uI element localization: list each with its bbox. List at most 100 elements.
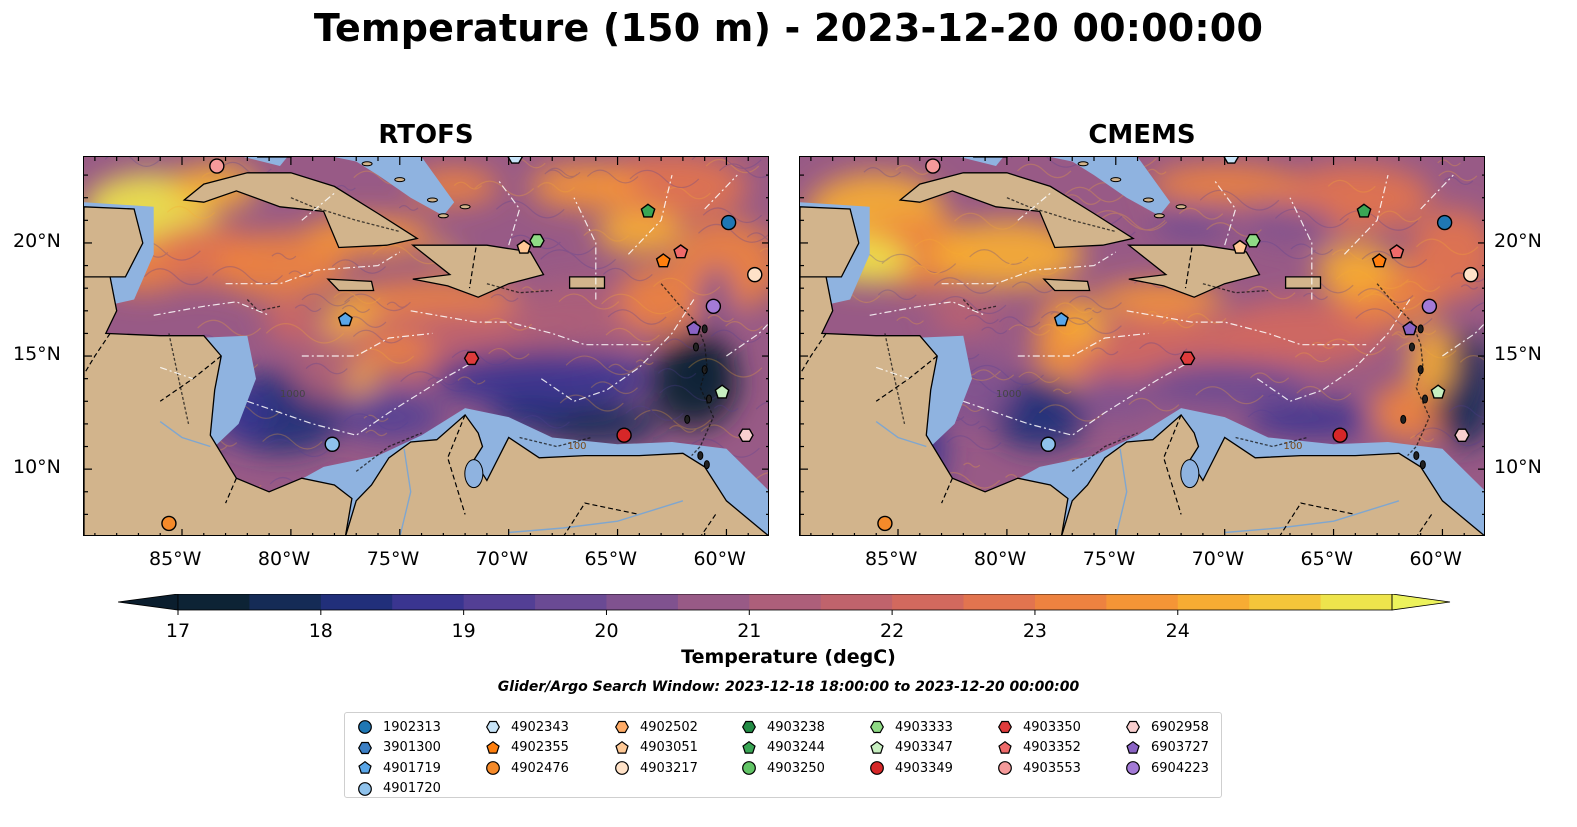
- circle-marker-icon: [615, 761, 629, 775]
- colorbar-segment: [178, 594, 250, 610]
- colorbar-segment: [677, 594, 750, 610]
- legend-label: 6902958: [1151, 719, 1209, 735]
- lat-tick-label-right-0: 20°N: [1494, 229, 1542, 252]
- pentagon-marker-icon: [870, 740, 884, 754]
- float-marker-4903051: [516, 239, 532, 254]
- isobath-label-100: 100: [567, 441, 586, 452]
- legend-label: 4903553: [1023, 760, 1081, 776]
- circle-marker-icon: [870, 761, 884, 775]
- float-marker-4902355: [1371, 253, 1387, 268]
- colorbar-segment: [320, 594, 393, 610]
- lon-tick-label-1-2: 75°W: [1082, 548, 1136, 570]
- isobath-label-1000: 1000: [280, 389, 305, 400]
- hexagon-marker-icon: [870, 720, 884, 734]
- legend-item-4903350: 4903350: [997, 717, 1081, 737]
- colorbar-segment: [535, 594, 607, 610]
- cmems-map-panel: 1000 100: [799, 156, 1485, 536]
- legend-box: 1902313 3901300 4901719 4901720 4902343 49023…: [344, 712, 1222, 798]
- figure-title: Temperature (150 m) - 2023-12-20 00:00:0…: [313, 6, 1264, 50]
- legend-item-4902355: 4902355: [485, 738, 569, 758]
- legend-label: 6903727: [1151, 740, 1209, 755]
- lon-tick-label-1-5: 60°W: [1409, 548, 1462, 570]
- legend-item-6902958: 6902958: [1125, 717, 1209, 737]
- float-marker-4903349: [1332, 427, 1348, 443]
- colorbar-segment: [820, 594, 893, 610]
- legend-item-4903244: 4903244: [741, 738, 825, 758]
- legend-item-4902343: 4902343: [485, 717, 569, 737]
- float-marker-6902958: [738, 428, 754, 442]
- colorbar-tick-label: 21: [737, 620, 762, 642]
- lon-tick-label-1-0: 85°W: [865, 548, 918, 570]
- legend-label: 3901300: [383, 740, 441, 755]
- legend-label: 4902502: [640, 719, 698, 735]
- float-marker-4901720: [1040, 436, 1056, 452]
- float-marker-6903727: [686, 321, 702, 336]
- float-marker-6903727: [1402, 321, 1418, 336]
- colorbar-segment: [606, 594, 679, 610]
- legend-item-4901719: 4901719: [357, 758, 441, 778]
- colorbar-segment: [249, 594, 322, 610]
- lat-tick-label-left-1: 15°N: [13, 343, 61, 366]
- circle-marker-icon: [998, 761, 1012, 775]
- legend-item-4903238: 4903238: [741, 717, 825, 737]
- lat-tick-label-right-1: 15°N: [1494, 343, 1542, 366]
- legend-item-4901720: 4901720: [357, 779, 441, 799]
- float-marker-4903349: [616, 427, 632, 443]
- colorbar-segment: [463, 594, 536, 610]
- colorbar-segment: [963, 594, 1036, 610]
- colorbar-tick-label: 19: [451, 620, 476, 642]
- pentagon-marker-icon: [742, 740, 756, 754]
- legend-label: 4902476: [511, 760, 569, 776]
- float-marker-1902313: [720, 214, 737, 231]
- legend-label: 4901720: [383, 781, 441, 796]
- lat-tick-label-right-2: 10°N: [1494, 456, 1542, 479]
- legend-item-4902476: 4902476: [485, 758, 569, 778]
- cmems-panel-title: CMEMS: [1088, 120, 1196, 150]
- rtofs-map-panel: 1000 100: [83, 156, 769, 536]
- float-marker-4903347: [1430, 384, 1446, 399]
- float-marker-4903051: [1232, 239, 1248, 254]
- float-marker-1902313: [1436, 214, 1453, 231]
- pentagon-marker-icon: [358, 760, 372, 774]
- float-marker-4902476: [161, 515, 177, 532]
- circle-marker-icon: [1126, 761, 1140, 775]
- legend-label: 4903347: [895, 740, 953, 755]
- hexagon-marker-icon: [998, 720, 1012, 734]
- colorbar-segment: [892, 594, 965, 610]
- isobath-label-100: 100: [1283, 441, 1302, 452]
- legend-label: 4901719: [383, 760, 441, 776]
- legend-label: 4903217: [640, 760, 698, 776]
- float-marker-4903352: [673, 244, 689, 259]
- legend-label: 4903250: [767, 760, 825, 776]
- legend-label: 1902313: [383, 719, 441, 735]
- float-marker-6904223: [705, 298, 722, 314]
- lat-tick-label-left-2: 10°N: [13, 456, 61, 479]
- legend-label: 4902343: [511, 719, 569, 735]
- legend-label: 6904223: [1151, 760, 1209, 776]
- pentagon-marker-icon: [486, 740, 500, 754]
- float-marker-4903553: [925, 158, 941, 174]
- legend-label: 4903244: [767, 740, 825, 755]
- float-marker-4903217: [747, 266, 763, 283]
- colorbar-tick-label: 24: [1165, 620, 1190, 642]
- float-marker-4903347: [714, 384, 730, 399]
- circle-marker-icon: [358, 781, 372, 796]
- float-marker-4903333: [1245, 233, 1261, 248]
- float-marker-4903244: [640, 203, 656, 218]
- legend-item-4903217: 4903217: [614, 758, 698, 778]
- float-marker-4903244: [1356, 203, 1372, 218]
- pentagon-marker-icon: [1126, 740, 1140, 754]
- colorbar-segment: [1106, 594, 1179, 610]
- search-window-text: Glider/Argo Search Window: 2023-12-18 18…: [497, 679, 1080, 695]
- isobath-label-1000: 1000: [996, 389, 1021, 400]
- legend-label: 4902355: [511, 740, 569, 755]
- legend-item-4903250: 4903250: [741, 758, 825, 778]
- circle-marker-icon: [742, 761, 756, 775]
- lon-tick-label-1-4: 65°W: [1300, 548, 1354, 570]
- colorbar-tick-label: 17: [165, 620, 191, 642]
- colorbar-under-extension: [118, 594, 179, 611]
- colorbar-segment: [1320, 594, 1393, 610]
- hexagon-marker-icon: [1126, 720, 1140, 734]
- colorbar-segment: [1034, 594, 1107, 610]
- float-marker-4901719: [1053, 312, 1069, 327]
